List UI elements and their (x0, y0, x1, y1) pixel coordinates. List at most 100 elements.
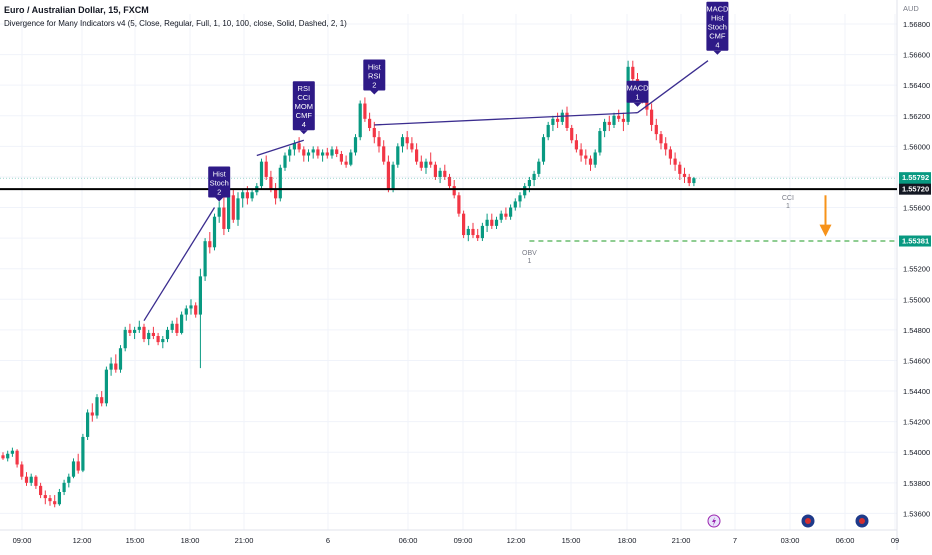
candle-body (612, 115, 616, 125)
divergence-label-box (706, 1, 729, 51)
time-tick-label: 12:00 (73, 536, 92, 545)
divergence-label-text: CMF (296, 111, 313, 120)
candle-body (250, 192, 254, 199)
candle-body (462, 213, 466, 236)
candle-body (682, 173, 687, 177)
candle-body (297, 143, 301, 150)
candle-body (147, 332, 151, 340)
candle-body (151, 332, 155, 336)
candle-body (48, 498, 52, 502)
candle-body (574, 140, 578, 150)
candle-body (494, 219, 499, 226)
price-tick-label: 1.54400 (903, 387, 930, 396)
price-label-box (899, 235, 931, 247)
candle-body (264, 161, 268, 177)
time-tick-label: 21:00 (235, 536, 254, 545)
divergence-label-text: Hist (213, 170, 227, 179)
divergence-label-pointer (713, 50, 722, 55)
time-tick-label: 15:00 (562, 536, 581, 545)
divergence-line (256, 139, 305, 157)
candle-body (29, 476, 33, 483)
divergence-label-box (292, 81, 315, 131)
candle-body (109, 363, 113, 370)
time-tick-label: 06:00 (399, 536, 418, 545)
divergence-label-text: 4 (715, 41, 719, 50)
candle-body (396, 146, 400, 165)
candle-body (344, 161, 348, 165)
divergence-label-text: CCI (297, 93, 310, 102)
candle-body (142, 326, 146, 340)
candle-body (452, 186, 456, 196)
divergence-label-text: Hist (368, 62, 382, 71)
divergence-label-text: Hist (711, 14, 725, 23)
candle-body (400, 137, 405, 147)
candle-body (476, 235, 480, 239)
bottom-divergence-text: CCI (782, 195, 794, 202)
candle-body (245, 192, 249, 199)
candle-body (499, 213, 503, 220)
divergence-label-text: 2 (372, 80, 376, 89)
candle-body (306, 152, 311, 156)
candle-body (424, 161, 428, 168)
candle-body (231, 195, 235, 220)
candle-body (692, 178, 696, 184)
price-tick-label: 1.55200 (903, 265, 930, 274)
candle-body (278, 167, 282, 199)
candle-body (659, 134, 663, 144)
divergence-label-text: CMF (709, 32, 726, 41)
candle-body (429, 161, 433, 165)
candle-body (617, 115, 621, 119)
divergence-label-box (626, 80, 649, 103)
candle-body (447, 176, 452, 187)
time-tick-label: 03:00 (781, 536, 800, 545)
price-tick-label: 1.54600 (903, 356, 930, 365)
divergence-label-text: MACD (626, 84, 649, 93)
candle-body (363, 103, 367, 119)
candle-body (24, 476, 29, 483)
candle-body (541, 137, 546, 162)
price-tick-label: 1.53600 (903, 509, 930, 518)
candle-body (184, 308, 188, 315)
price-tick-label: 1.54800 (903, 326, 930, 335)
time-tick-label: 15:00 (126, 536, 145, 545)
candle-body (551, 118, 555, 125)
price-label-text: 1.55792 (902, 173, 929, 182)
candle-body (114, 363, 118, 370)
candle-body (203, 241, 207, 277)
candle-body (523, 186, 527, 196)
candle-body (57, 492, 61, 505)
candle-body (10, 450, 14, 454)
candle-body (405, 137, 409, 144)
candle-body (165, 329, 170, 340)
candle-body (527, 180, 531, 187)
divergence-label-text: 4 (302, 120, 306, 129)
candle-body (687, 176, 691, 184)
candle-body (584, 155, 588, 159)
candle-body (20, 464, 24, 477)
candle-body (302, 149, 306, 156)
indicator-legend[interactable]: Divergence for Many Indicators v4 (5, Cl… (4, 19, 347, 28)
candle-body (86, 412, 90, 437)
candle-body (269, 176, 273, 190)
candle-body (321, 152, 325, 156)
candle-body (133, 329, 137, 333)
candle-body (603, 121, 607, 132)
candle-body (175, 323, 179, 333)
time-tick-label: 09 (891, 536, 899, 545)
candle-body (391, 164, 395, 190)
candle-body (67, 476, 71, 483)
candle-body (349, 152, 353, 165)
divergence-label-text: RSI (298, 84, 311, 93)
time-tick-label: 09:00 (13, 536, 32, 545)
candle-body (565, 112, 569, 128)
time-tick-label: 06:00 (836, 536, 855, 545)
candle-body (274, 189, 278, 199)
time-tick-label: 6 (326, 536, 330, 545)
divergence-label-text: 1 (635, 93, 639, 102)
candle-body (570, 128, 574, 141)
candle-body (170, 323, 174, 330)
